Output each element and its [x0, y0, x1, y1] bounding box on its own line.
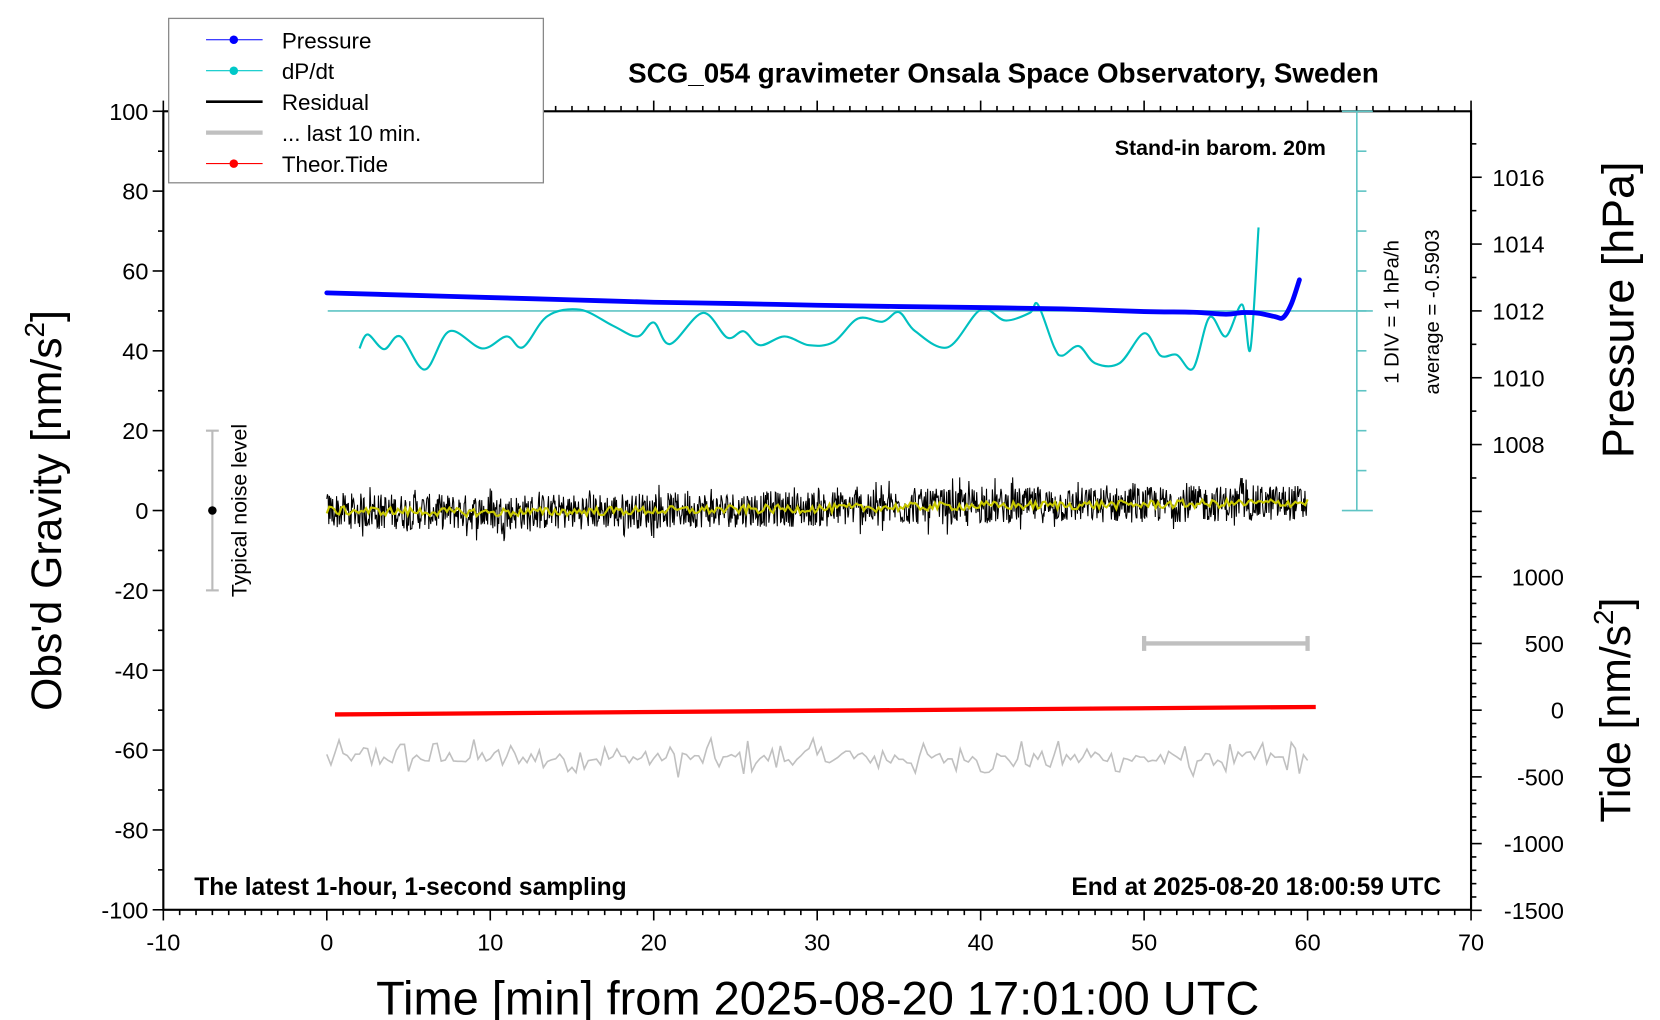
y-tick-label: -40 — [114, 658, 148, 684]
x-tick-label: 30 — [804, 929, 830, 955]
y-tick-label: 40 — [122, 338, 148, 364]
x-tick-label: 70 — [1458, 929, 1484, 955]
legend-item: ... last 10 min. — [206, 121, 421, 146]
tide-tick-label: 500 — [1525, 631, 1564, 657]
y-tick-label: 80 — [122, 179, 148, 205]
barometer-note: Stand-in barom. 20m — [1115, 136, 1326, 160]
y-tick-label: 100 — [109, 99, 148, 125]
y-tick-label: -20 — [114, 578, 148, 604]
legend-dot-marker — [229, 66, 239, 75]
tide-line — [334, 704, 1316, 717]
y-tick-label: 20 — [122, 418, 148, 444]
average-note: average = -0.5903 — [1422, 229, 1444, 394]
end-time-note: End at 2025-08-20 18:00:59 UTC — [1071, 874, 1441, 901]
pressure-tick-label: 1008 — [1492, 432, 1544, 458]
legend-dot-marker — [229, 159, 239, 168]
residual-line — [326, 477, 1308, 542]
noise-bar-center-dot — [208, 506, 217, 515]
series-layer — [205, 110, 1373, 779]
y-tick-label: 0 — [135, 498, 148, 524]
pressure-tick-label: 1016 — [1492, 165, 1544, 191]
x-tick-label: -10 — [146, 929, 180, 955]
legend-label: Residual — [282, 90, 369, 115]
x-tick-label: 0 — [320, 929, 333, 955]
pressure-axis-label: Pressure [hPa] — [1592, 162, 1643, 459]
legend-label: ... last 10 min. — [282, 121, 421, 146]
pressure-tick-label: 1010 — [1492, 365, 1544, 391]
tide-tick-label: -500 — [1517, 764, 1564, 790]
x-tick-label: 60 — [1295, 929, 1321, 955]
noise-level-label: Typical noise level — [228, 424, 252, 597]
dpdt-line — [358, 227, 1260, 371]
y-axis-label: Obs'd Gravity [nm/s2] — [19, 310, 71, 711]
tide-axis-label: Tide [nm/s2] — [1588, 598, 1640, 823]
legend-item: Theor.Tide — [206, 152, 388, 177]
pressure-tick-label: 1012 — [1492, 298, 1544, 324]
sampling-note: The latest 1-hour, 1-second sampling — [194, 874, 626, 901]
legend-item: Pressure — [206, 28, 371, 53]
tide-tick-label: -1000 — [1504, 831, 1564, 857]
legend-label: dP/dt — [282, 59, 335, 84]
pressure-line — [324, 277, 1302, 321]
axis-ticks: -10 0 10 20 30 40 50 60 70100806040200-20-40-60-… — [101, 99, 1564, 956]
y-tick-label: -80 — [114, 817, 148, 843]
x-tick-label: 40 — [968, 929, 994, 955]
x-tick-label: 50 — [1131, 929, 1157, 955]
y-tick-label: 60 — [122, 259, 148, 285]
x-axis-label: Time [min] from 2025-08-20 17:01:00 UTC — [376, 971, 1259, 1020]
legend-item: Residual — [206, 90, 369, 115]
plot-frame — [162, 110, 1473, 911]
pressure-tick-label: 1014 — [1492, 232, 1544, 258]
legend-item: dP/dt — [206, 59, 335, 84]
last-10-min-line — [326, 735, 1309, 779]
x-tick-label: 10 — [477, 929, 503, 955]
tide-tick-label: -1500 — [1504, 898, 1564, 924]
tide-tick-label: 0 — [1551, 698, 1564, 724]
legend-label: Theor.Tide — [282, 152, 388, 177]
legend-dot-marker — [229, 35, 239, 45]
legend-label: Pressure — [282, 28, 372, 53]
legend: Pressure dP/dt Residual ... last 10 min. The… — [168, 17, 545, 184]
y-tick-label: -60 — [114, 738, 148, 764]
y-tick-label: -100 — [101, 897, 148, 923]
tide-tick-label: 1000 — [1512, 564, 1564, 590]
residual-smoothed-line — [325, 496, 1309, 519]
chart-title: SCG_054 gravimeter Onsala Space Observat… — [628, 57, 1379, 88]
div-scale-note: 1 DIV = 1 hPa/h — [1381, 240, 1403, 384]
x-tick-label: 20 — [641, 929, 667, 955]
